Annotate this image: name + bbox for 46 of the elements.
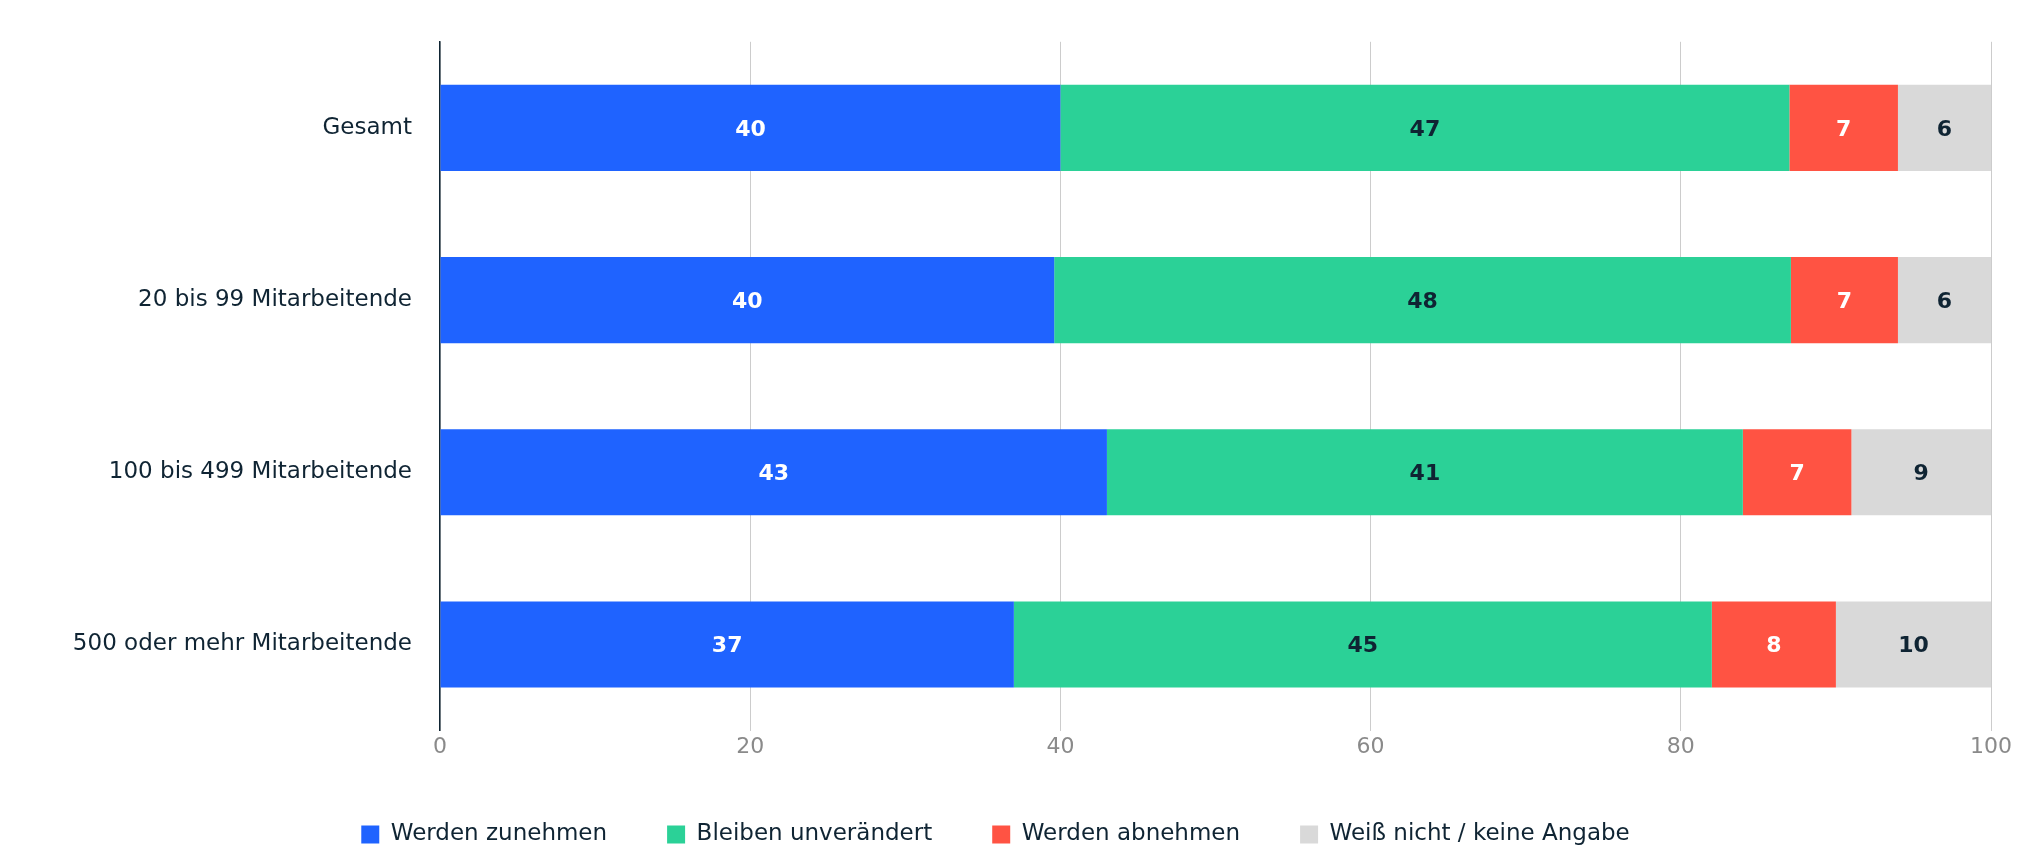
data-label: 47 xyxy=(1409,115,1441,141)
y-tick-label: 500 oder mehr Mitarbeitende xyxy=(72,629,412,656)
data-label: 48 xyxy=(1407,287,1438,313)
bar xyxy=(1054,257,1791,344)
bar xyxy=(440,429,1107,516)
data-label: 37 xyxy=(711,632,743,658)
data-label: 6 xyxy=(1936,287,1953,313)
x-tick-label: 20 xyxy=(736,732,765,758)
bar xyxy=(1790,257,1898,344)
data-label: 41 xyxy=(1409,460,1441,486)
x-tick-label: 0 xyxy=(433,732,447,758)
legend-label: Werden abnehmen xyxy=(1021,819,1241,846)
legend-label: Werden zunehmen xyxy=(390,819,608,846)
x-tick-label: 60 xyxy=(1356,732,1385,758)
data-label: 8 xyxy=(1766,632,1782,658)
data-label: 40 xyxy=(735,115,766,141)
bar xyxy=(1060,84,1790,171)
data-label: 43 xyxy=(758,460,790,486)
y-tick-label: 100 bis 499 Mitarbeitende xyxy=(108,457,412,484)
data-label: 9 xyxy=(1913,460,1929,486)
y-tick-label: 20 bis 99 Mitarbeitende xyxy=(138,285,412,312)
bar xyxy=(1851,429,1991,516)
bar xyxy=(440,601,1014,688)
bar xyxy=(1742,429,1852,516)
data-label: 10 xyxy=(1898,632,1929,658)
bar xyxy=(1789,84,1898,171)
bar xyxy=(440,84,1061,171)
x-tick-label: 40 xyxy=(1046,732,1075,758)
x-tick-label: 100 xyxy=(1970,732,2012,758)
legend-label: Weiß nicht / keine Angabe xyxy=(1329,819,1630,846)
bar xyxy=(1897,84,1991,171)
y-tick-label: Gesamt xyxy=(322,112,412,139)
bar xyxy=(440,257,1055,344)
data-label: 7 xyxy=(1836,115,1852,141)
bar xyxy=(1013,601,1712,688)
bar xyxy=(1711,601,1836,688)
data-label: 7 xyxy=(1789,460,1805,486)
x-tick-label: 80 xyxy=(1666,732,1695,758)
data-label: 7 xyxy=(1836,287,1853,313)
legend-label: Bleiben unverändert xyxy=(696,819,933,846)
data-label: 45 xyxy=(1347,632,1379,658)
bar xyxy=(1835,601,1991,688)
bar xyxy=(1106,429,1743,516)
data-label: 6 xyxy=(1936,115,1953,141)
data-label: 40 xyxy=(732,287,763,313)
bar xyxy=(1897,257,1991,344)
